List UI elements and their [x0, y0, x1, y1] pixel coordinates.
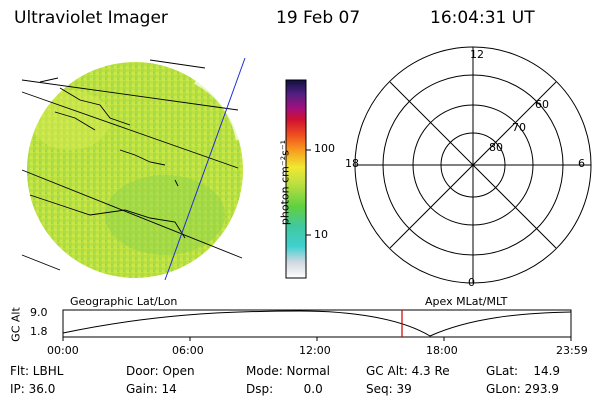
seq-value: Seq: 39: [366, 382, 412, 396]
timeline-axis-label: GC Alt: [9, 307, 23, 342]
glat-value: GLat: 14.9: [486, 364, 561, 378]
timeline-frame: [62, 309, 572, 338]
lat-label-60: 60: [535, 98, 549, 111]
timeline-xtick-2359: 23:59: [556, 344, 588, 357]
app-title: Ultraviolet Imager: [14, 8, 168, 28]
colorbar-tick-10: 10: [314, 228, 328, 241]
mlt-label-0: 0: [468, 276, 475, 289]
uv-image: [27, 62, 243, 278]
timeline-ytick-low: 1.8: [30, 325, 48, 338]
timeline-left-title: Geographic Lat/Lon: [70, 295, 178, 308]
lat-label-80: 80: [489, 141, 503, 154]
mlt-label-18: 18: [345, 157, 359, 170]
colorbar-unit-label: photon cm⁻²s⁻¹: [278, 139, 292, 226]
mlt-label-6: 6: [578, 157, 585, 170]
mode-value: Mode: Normal: [246, 364, 330, 378]
timeline-xtick-0000: 00:00: [47, 344, 79, 357]
colorbar-tick-100: 100: [314, 142, 335, 155]
lat-label-70: 70: [512, 121, 526, 134]
orbit-track: [164, 57, 246, 281]
polar-plot: [354, 46, 592, 284]
filter-value: Flt: LBHL: [10, 364, 64, 378]
color-bar: [285, 79, 307, 279]
glon-value: GLon: 293.9: [486, 382, 559, 396]
map-overlay: [21, 59, 243, 271]
dsp-value: Dsp: 0.0: [246, 382, 323, 396]
timeline-right-title: Apex MLat/MLT: [425, 295, 508, 308]
mlt-label-12: 12: [470, 48, 484, 61]
timeline-xtick-1800: 18:00: [426, 344, 458, 357]
altitude-curve: [62, 310, 572, 337]
date-label: 19 Feb 07: [276, 8, 361, 28]
timeline-xtick-0600: 06:00: [172, 344, 204, 357]
gain-value: Gain: 14: [126, 382, 177, 396]
ip-value: IP: 36.0: [10, 382, 56, 396]
timeline-ytick-high: 9.0: [30, 306, 48, 319]
door-value: Door: Open: [126, 364, 195, 378]
timeline-ticks: [62, 337, 572, 341]
timeline-xtick-1200: 12:00: [299, 344, 331, 357]
gc-alt-value: GC Alt: 4.3 Re: [366, 364, 450, 378]
time-label: 16:04:31 UT: [430, 8, 535, 28]
